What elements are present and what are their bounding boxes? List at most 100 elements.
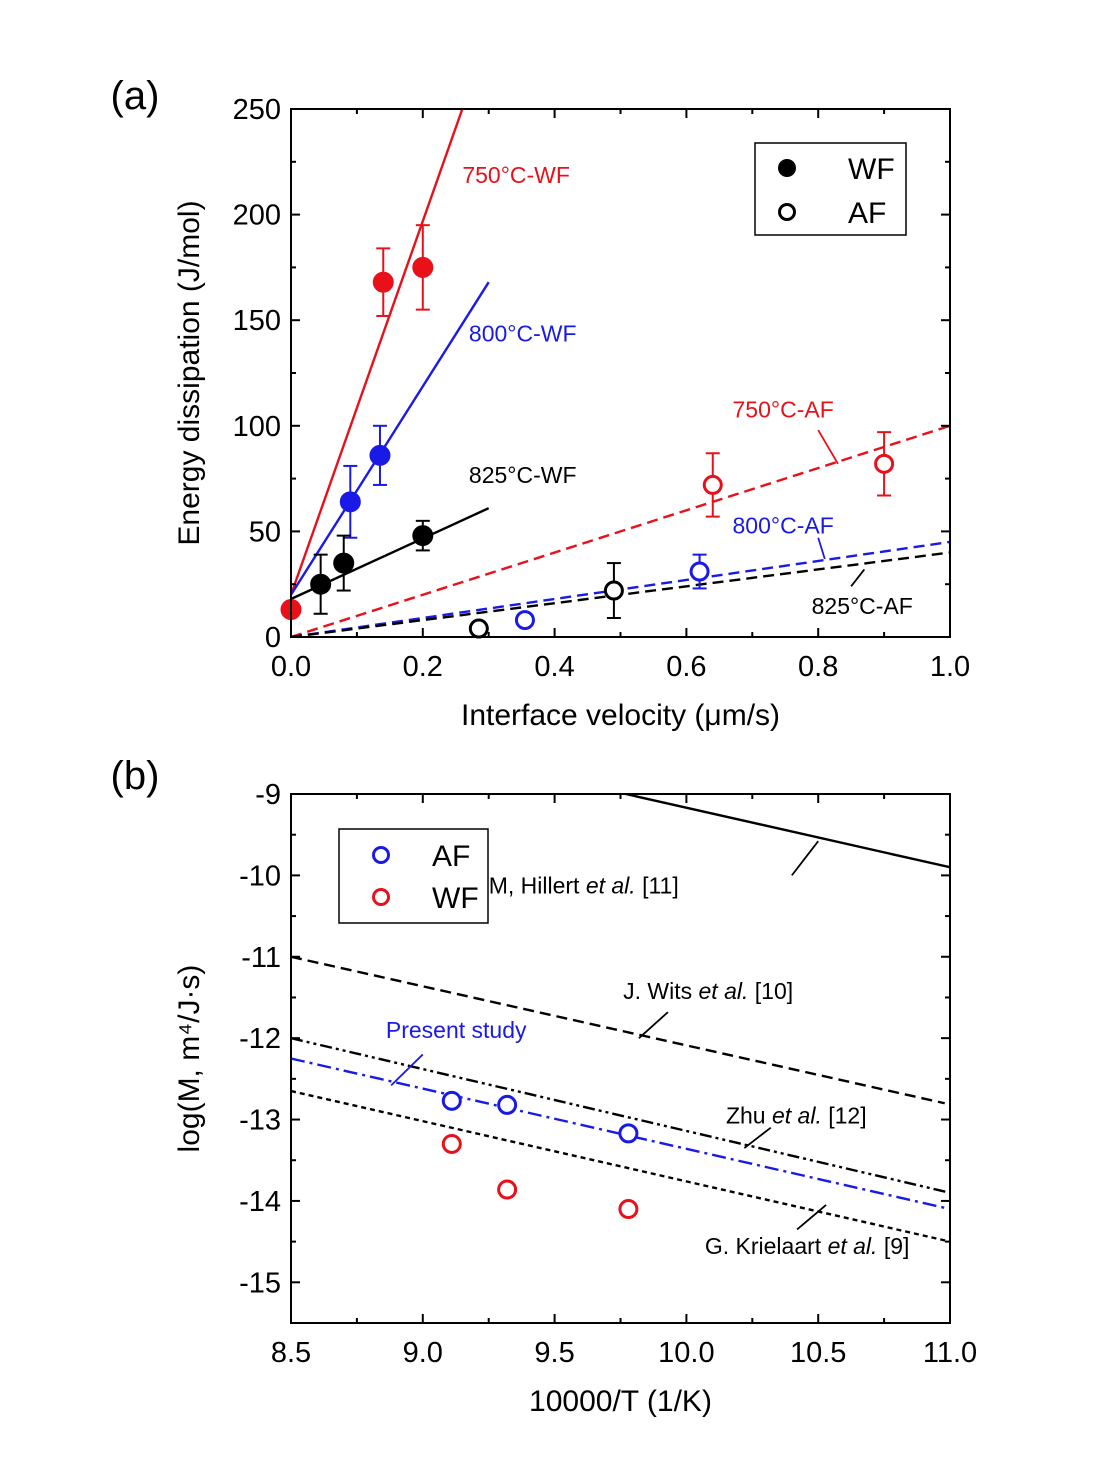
x-tick-label: 10.0 (658, 1337, 714, 1369)
label-part: M, Hillert (489, 872, 586, 898)
line-label: 825°C-WF (469, 462, 577, 488)
x-tick-label: 0.6 (666, 651, 706, 683)
x-tick-label: 9.0 (403, 1337, 443, 1369)
label-part: [11] (636, 872, 679, 898)
label-part: J. Wits (623, 978, 698, 1004)
label-part: Present study (386, 1017, 527, 1043)
y-tick-label: 50 (249, 516, 281, 548)
legend-marker (778, 203, 796, 221)
label-part: G. Krielaart (705, 1233, 828, 1259)
y-axis-label: log(M, m⁴/J·s) (173, 965, 206, 1153)
fit-line (291, 1089, 950, 1243)
fit-line (291, 1036, 950, 1194)
line-label: 800°C-WF (469, 320, 577, 346)
line-label: Present study (386, 1017, 527, 1043)
data-point (497, 1179, 518, 1200)
legend-box (754, 142, 907, 236)
legend-marker (372, 888, 390, 906)
x-tick-label: 0.2 (403, 651, 443, 683)
data-point (702, 474, 723, 495)
data-point (874, 453, 895, 474)
legend-marker (778, 159, 796, 177)
annotation-leader (743, 1126, 772, 1149)
fit-line (291, 109, 464, 596)
data-point (412, 256, 434, 278)
data-point (310, 573, 332, 595)
line-label: M, Hillert et al. [11] (489, 872, 679, 898)
data-point (369, 444, 391, 466)
line-label: Zhu et al. [12] (726, 1103, 867, 1129)
line-label: 825°C-AF (812, 593, 913, 619)
y-tick-label: -14 (239, 1186, 281, 1218)
y-tick-label: -9 (255, 779, 281, 811)
data-point (618, 1199, 639, 1220)
line-label: 750°C-AF (733, 396, 834, 422)
data-point (412, 525, 434, 547)
label-part: [12] (822, 1103, 867, 1129)
y-tick-label: -11 (241, 942, 281, 974)
fit-line (625, 794, 950, 869)
annotation-leader (796, 1204, 827, 1231)
label-part: et al. (772, 1103, 822, 1129)
y-tick-label: 150 (233, 305, 281, 337)
y-tick-label: 250 (233, 94, 281, 126)
panel-label: (b) (111, 754, 160, 798)
data-point (468, 618, 489, 639)
legend-label: WF (432, 882, 479, 915)
data-point (339, 491, 361, 513)
y-tick-label: 100 (233, 411, 281, 443)
x-tick-label: 0.4 (534, 651, 574, 683)
fit-line (291, 281, 490, 596)
y-tick-label: -15 (239, 1267, 281, 1299)
data-point (514, 610, 535, 631)
annotation-leader (850, 568, 866, 587)
line-label: 750°C-WF (462, 162, 570, 188)
annotation-leader (390, 1053, 424, 1087)
legend-label: WF (848, 153, 895, 186)
label-part: Zhu (726, 1103, 772, 1129)
x-tick-label: 10.5 (790, 1337, 846, 1369)
label-part: [9] (877, 1233, 909, 1259)
x-tick-label: 8.5 (271, 1337, 311, 1369)
legend-label: AF (848, 197, 886, 230)
x-tick-label: 9.5 (534, 1337, 574, 1369)
legend-box (338, 828, 489, 924)
line-label: J. Wits et al. [10] (623, 978, 793, 1004)
y-tick-label: -13 (239, 1105, 281, 1137)
y-tick-label: -12 (239, 1023, 281, 1055)
annotation-leader (791, 840, 819, 876)
panel-a: (a) 750°C-WF 800°C-WF 825°C-WF 750°C-AF 800°C… (111, 74, 971, 732)
y-tick-label: 0 (265, 622, 281, 654)
data-point (618, 1123, 639, 1144)
y-tick-label: 200 (233, 200, 281, 232)
data-point (372, 271, 394, 293)
annotation-leader (638, 1011, 669, 1039)
line-label: 800°C-AF (733, 513, 834, 539)
y-axis-label: Energy dissipation (J/mol) (173, 200, 206, 545)
x-tick-label: 11.0 (923, 1337, 977, 1369)
data-point (497, 1094, 518, 1115)
y-tick-label: -10 (239, 860, 281, 892)
panel-label: (a) (111, 74, 160, 118)
data-point (689, 561, 710, 582)
line-label: G. Krielaart et al. [9] (705, 1233, 910, 1259)
data-point (441, 1090, 462, 1111)
legend-marker (372, 846, 390, 864)
label-part: et al. (699, 978, 749, 1004)
x-tick-label: 1.0 (930, 651, 970, 683)
data-point (441, 1133, 462, 1154)
label-part: [10] (748, 978, 793, 1004)
annotation-leader (817, 537, 826, 560)
annotation-leader (817, 429, 839, 465)
x-tick-label: 0.8 (798, 651, 838, 683)
label-part: et al. (828, 1233, 878, 1259)
data-point (333, 552, 355, 574)
panel-b: (b) M, Hillert et al. [11] J. Wits et al. … (111, 754, 978, 1418)
x-axis-label: 10000/T (1/K) (529, 1385, 712, 1418)
fit-line (291, 955, 945, 1105)
legend-label: AF (432, 840, 470, 873)
x-axis-label: Interface velocity (μm/s) (461, 699, 780, 732)
data-point (603, 580, 624, 601)
fit-line (291, 424, 950, 637)
